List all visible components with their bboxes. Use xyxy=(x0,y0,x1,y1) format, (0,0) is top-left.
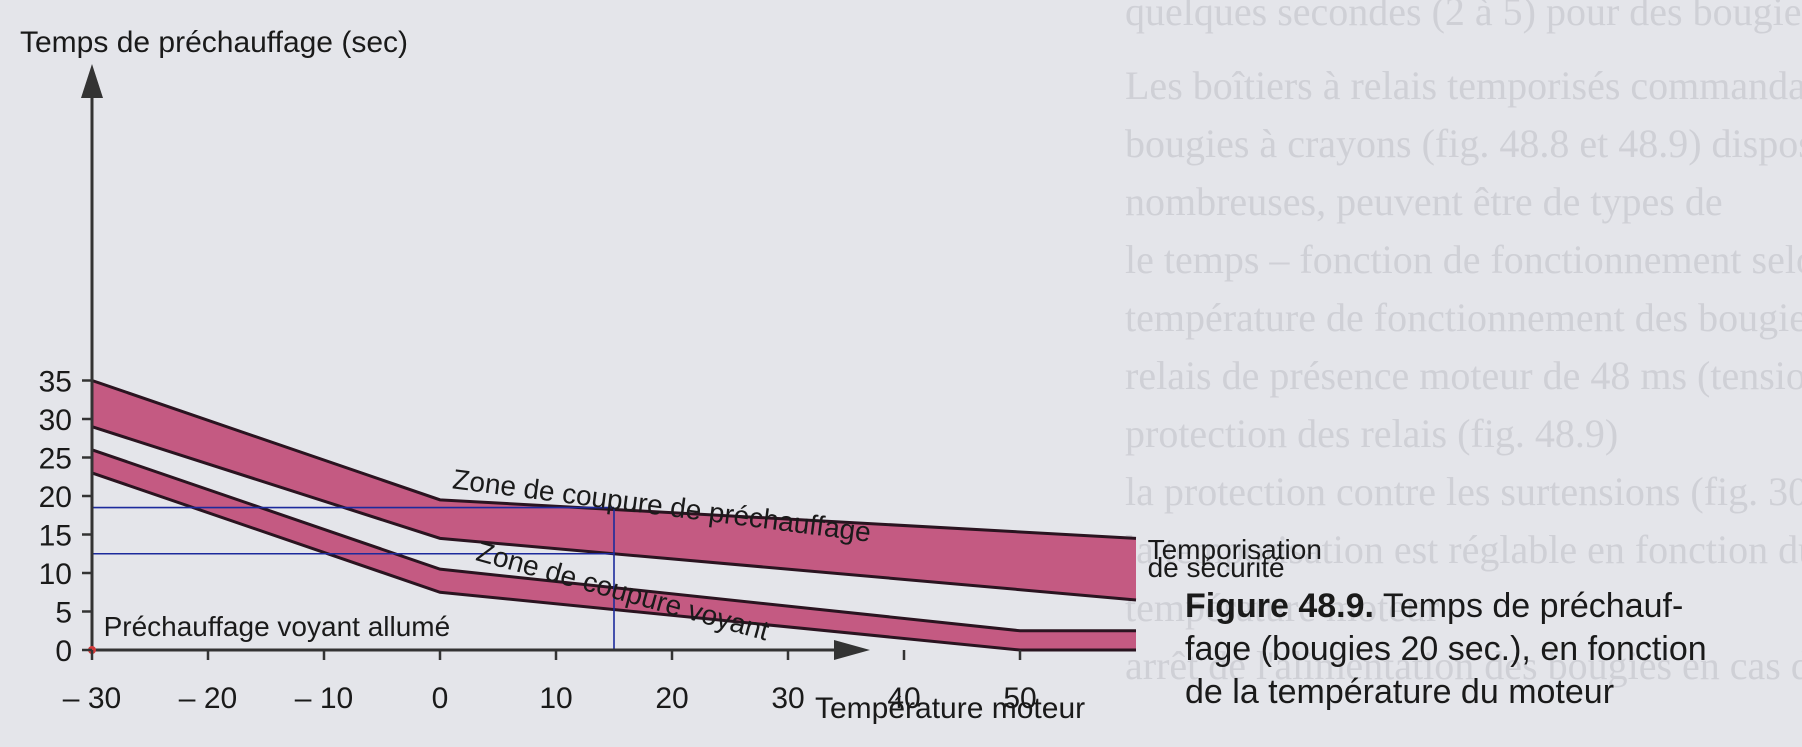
caption-text-3: de la température du moteur xyxy=(1185,673,1615,711)
x-tick-label: – 10 xyxy=(295,682,353,715)
x-axis-label: Température moteur xyxy=(815,692,1085,725)
x-tick-label: 20 xyxy=(655,682,688,715)
x-axis-arrow xyxy=(834,640,870,660)
annotation-label: Préchauffage voyant allumé xyxy=(104,611,451,642)
band-lower-curve xyxy=(91,471,1136,652)
y-tick-label: 20 xyxy=(39,481,72,514)
zone-band-1 xyxy=(92,380,1136,600)
y-axis-label: Temps de préchauffage (sec) xyxy=(20,26,408,59)
x-tick-label: 10 xyxy=(539,682,572,715)
y-tick-label: 5 xyxy=(55,597,72,630)
caption-label: Figure 48.9. xyxy=(1185,587,1374,625)
y-tick-label: 35 xyxy=(39,366,72,399)
band-upper-curve xyxy=(91,379,1137,540)
caption-text-2: fage (bougies 20 sec.), en fonction xyxy=(1185,630,1707,668)
band-lower-curve xyxy=(91,425,1137,602)
x-tick-label: 0 xyxy=(432,682,449,715)
guide-lines xyxy=(92,506,615,650)
y-tick-label: 0 xyxy=(55,635,72,668)
x-tick-label: – 20 xyxy=(179,682,237,715)
x-tick-label: 40 xyxy=(887,682,920,715)
figure-caption: Figure 48.9. Temps de préchauf- fage (bo… xyxy=(1185,585,1785,714)
y-tick-label: 25 xyxy=(39,443,72,476)
y-tick-label: 15 xyxy=(39,520,72,553)
y-tick-label: 30 xyxy=(39,404,72,437)
annotation-label: de sécurité xyxy=(1148,552,1285,583)
annotation-label: Temporisation xyxy=(1148,534,1322,565)
x-tick-label: 30 xyxy=(771,682,804,715)
band-upper-curve xyxy=(91,448,1136,633)
caption-line-1: Figure 48.9. Temps de préchauf- xyxy=(1185,585,1785,628)
x-tick-label: – 30 xyxy=(63,682,121,715)
x-tick-label: 50 xyxy=(1003,682,1036,715)
zone-bands xyxy=(91,379,1137,652)
caption-text-1: Temps de préchauf- xyxy=(1382,587,1684,625)
y-tick-label: 10 xyxy=(39,558,72,591)
y-axis-arrow xyxy=(81,64,103,98)
axes xyxy=(81,64,870,660)
axis-ticks: 0 5 10 15 20 25 30 35 – 30 – 20 – 10 0 10 20 30 40 50 xyxy=(39,366,1037,716)
